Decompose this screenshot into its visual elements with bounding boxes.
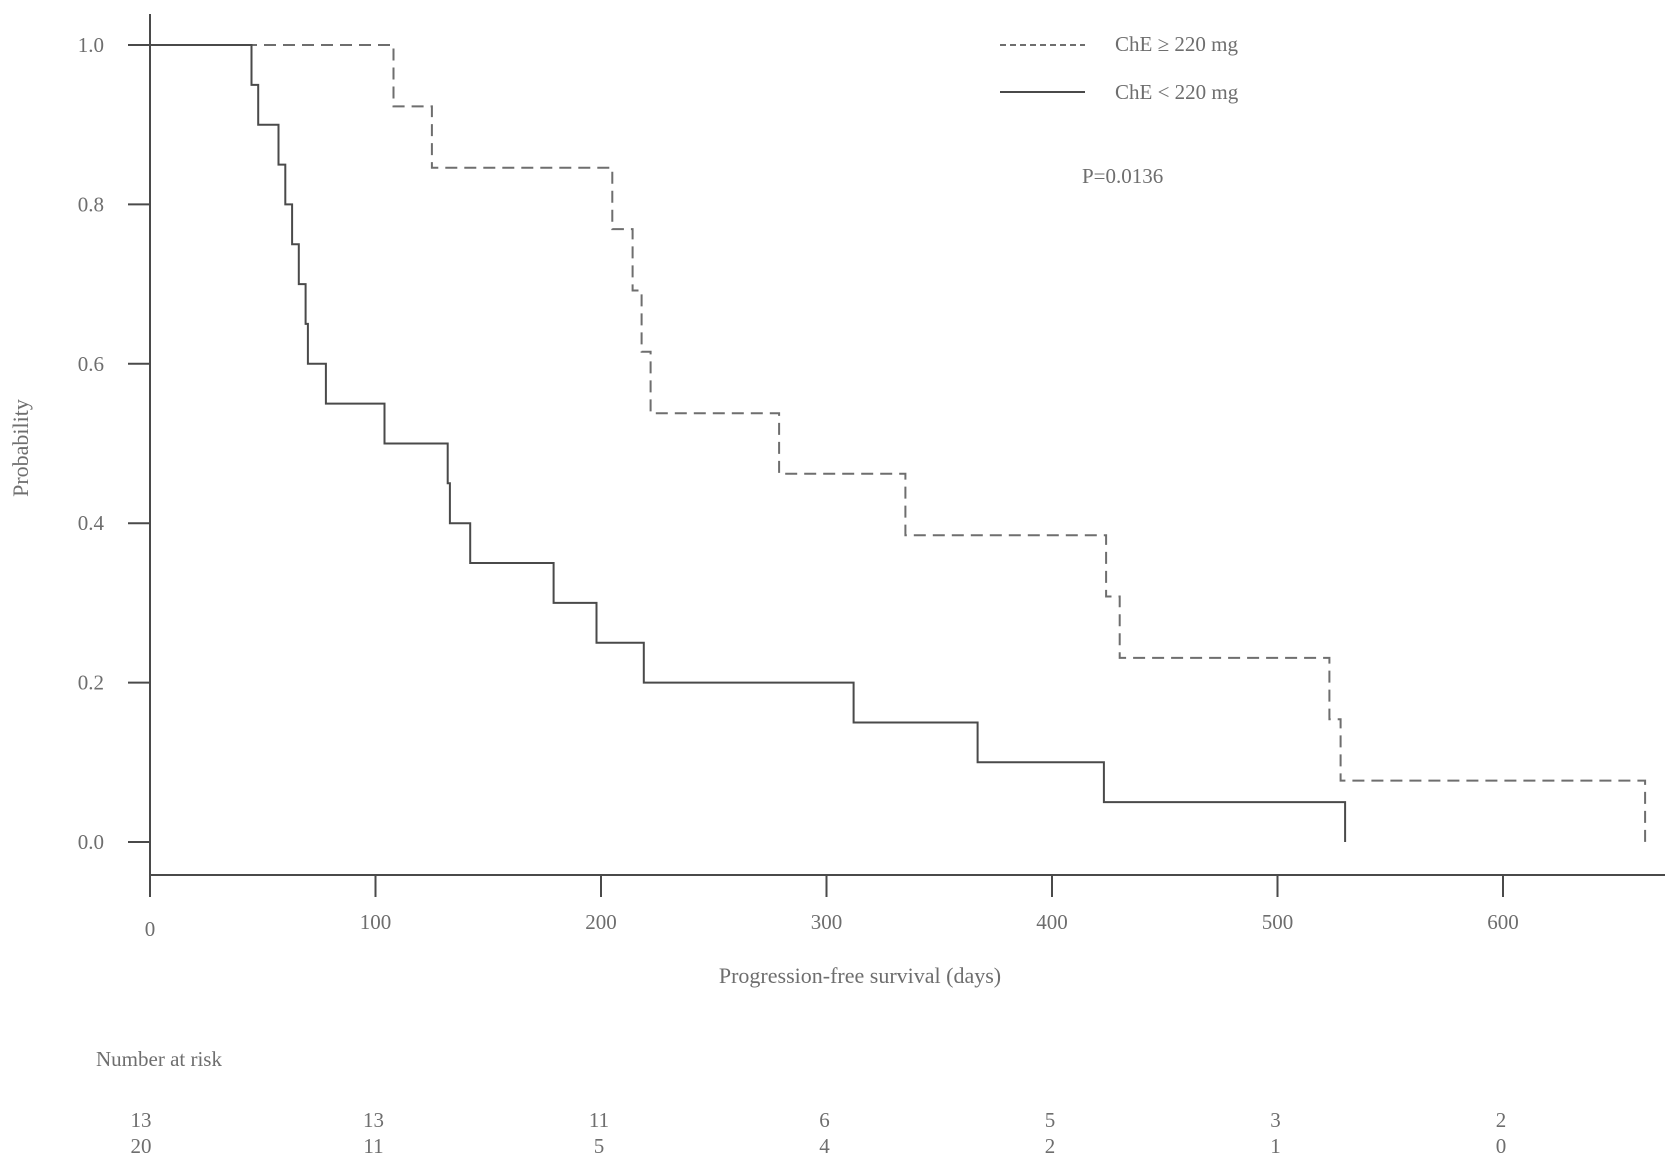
x-tick-label: 500 <box>1262 910 1294 934</box>
x-axis-title: Progression-free survival (days) <box>719 963 1001 988</box>
y-tick-label: 0.0 <box>78 830 104 854</box>
risk-cell: 0 <box>1496 1134 1507 1158</box>
x-tick-label: 600 <box>1487 910 1519 934</box>
risk-cell: 11 <box>589 1108 609 1132</box>
risk-cell: 6 <box>819 1108 830 1132</box>
series-line-che-low <box>150 44 1347 842</box>
y-tick-label: 0.2 <box>78 671 104 695</box>
risk-table: 13 13 11 6 5 3 220 11 5 4 2 1 0 <box>131 1108 1507 1158</box>
series-layer <box>150 44 1647 842</box>
y-tick-label: 0.8 <box>78 192 104 216</box>
risk-cell: 2 <box>1496 1108 1507 1132</box>
axes <box>149 14 1665 876</box>
y-ticks: 0.0 0.2 0.4 0.6 0.8 1.0 <box>78 33 150 854</box>
x-tick-label: 0 <box>145 917 156 941</box>
x-tick-label: 100 <box>360 910 392 934</box>
risk-cell: 5 <box>1045 1108 1056 1132</box>
legend-label-dashed: ChE ≥ 220 mg <box>1115 32 1238 56</box>
y-tick-label: 0.6 <box>78 352 104 376</box>
y-tick-label: 0.4 <box>78 511 105 535</box>
risk-cell: 13 <box>131 1108 152 1132</box>
y-axis-title: Probability <box>8 399 33 497</box>
legend: ChE ≥ 220 mg ChE < 220 mg <box>1000 32 1239 104</box>
risk-table-title: Number at risk <box>96 1047 222 1071</box>
risk-cell: 11 <box>363 1134 383 1158</box>
risk-cell: 5 <box>594 1134 605 1158</box>
risk-cell: 2 <box>1045 1134 1056 1158</box>
y-tick-label: 1.0 <box>78 33 104 57</box>
x-ticks: 0 100 200 300 400 500 600 <box>145 875 1519 941</box>
p-value-annotation: P=0.0136 <box>1082 164 1163 188</box>
legend-label-solid: ChE < 220 mg <box>1115 80 1239 104</box>
x-tick-label: 400 <box>1036 910 1068 934</box>
risk-cell: 1 <box>1270 1134 1281 1158</box>
risk-cell: 13 <box>363 1108 384 1132</box>
risk-cell: 20 <box>131 1134 152 1158</box>
x-tick-label: 300 <box>811 910 843 934</box>
risk-cell: 3 <box>1270 1108 1281 1132</box>
x-tick-label: 200 <box>585 910 617 934</box>
series-line-che-high <box>150 44 1647 842</box>
risk-cell: 4 <box>819 1134 830 1158</box>
